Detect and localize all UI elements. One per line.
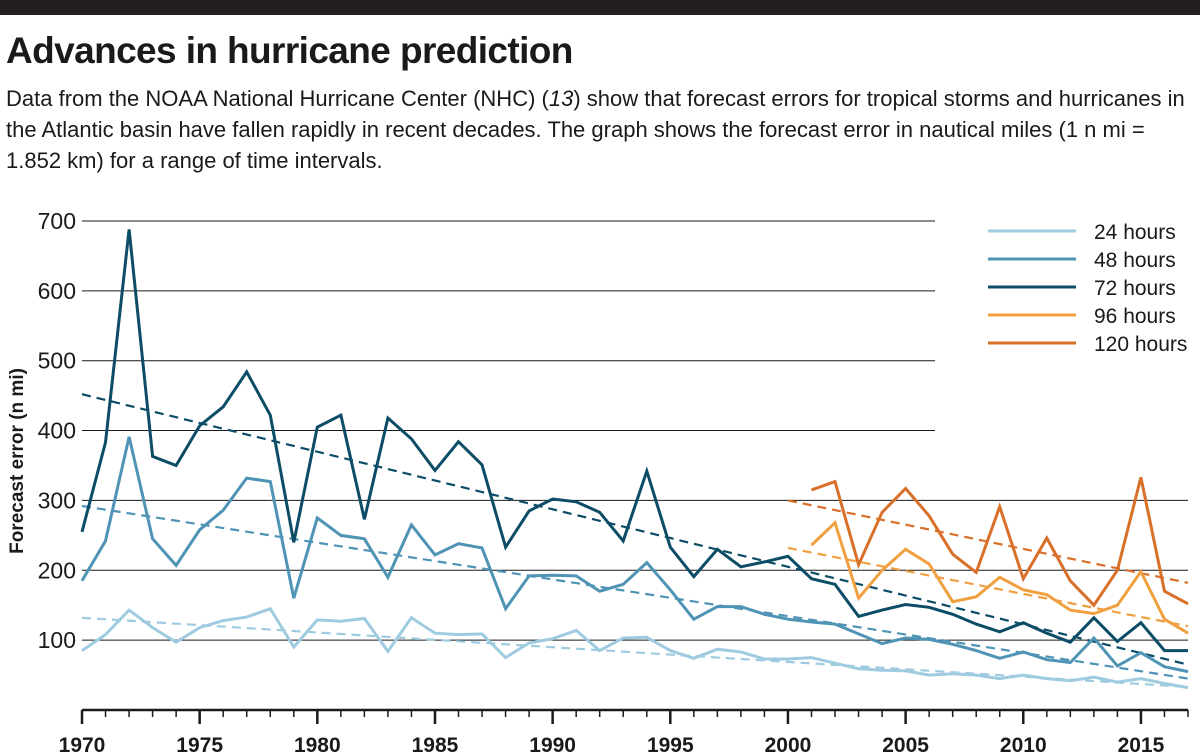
axes: 100 200 300 400 500 600 700 1970 1975 1980 1985 199… <box>38 208 1189 755</box>
legend-label-72-hours: 72 hours <box>1094 277 1176 300</box>
trendlines <box>81 393 1189 689</box>
y-tick-label: 500 <box>38 348 76 374</box>
x-tick-label: 1985 <box>412 734 459 755</box>
chart-subtitle: Data from the NOAA National Hurricane Ce… <box>6 83 1191 176</box>
legend-label-24-hours: 24 hours <box>1094 221 1176 244</box>
series-line-72-hours <box>80 229 1188 653</box>
legend-label-48-hours: 48 hours <box>1094 249 1176 272</box>
x-tick-label: 2005 <box>882 734 929 755</box>
legend: 24 hours 48 hours 72 hours 96 hours 120 hour… <box>988 221 1187 356</box>
y-tick-label: 600 <box>38 278 76 304</box>
y-tick-label: 100 <box>38 627 76 653</box>
legend-label-96-hours: 96 hours <box>1094 305 1176 328</box>
y-tick-label: 400 <box>38 418 76 444</box>
series-line-48-hours <box>80 436 1189 674</box>
series-line-120-hours <box>811 477 1189 608</box>
subtitle-text-2: ) show that forecast errors for tropical… <box>6 86 1185 173</box>
x-tick-label: 1975 <box>176 734 223 755</box>
trendline-72-hours <box>81 393 1189 666</box>
top-bar <box>0 0 1200 15</box>
subtitle-text-1: Data from the NOAA National Hurricane Ce… <box>6 86 549 111</box>
x-tick-label: 2010 <box>1000 734 1047 755</box>
gridlines <box>82 220 1188 641</box>
x-tick-label: 1980 <box>294 734 341 755</box>
series-lines <box>80 229 1189 690</box>
trendline-120-hours <box>787 499 1189 584</box>
subtitle-reference: 13 <box>548 86 574 111</box>
x-tick-label: 2000 <box>765 734 812 755</box>
x-tick-label: 2015 <box>1118 734 1165 755</box>
series-line-96-hours <box>810 520 1189 635</box>
y-tick-label: 700 <box>38 208 76 234</box>
legend-label-120-hours: 120 hours <box>1094 333 1187 356</box>
trendline-24-hours <box>81 616 1189 689</box>
series-line-24-hours <box>81 606 1189 690</box>
y-axis-label: Forecast error (n mi) <box>7 368 28 554</box>
y-tick-label: 200 <box>38 557 76 583</box>
x-tick-label: 1995 <box>647 734 694 755</box>
trendline-48-hours <box>81 504 1189 680</box>
chart-title: Advances in hurricane prediction <box>6 30 573 71</box>
x-tick-label: 1990 <box>529 734 576 755</box>
y-tick-label: 300 <box>38 487 76 513</box>
x-tick-label: 1970 <box>59 734 106 755</box>
